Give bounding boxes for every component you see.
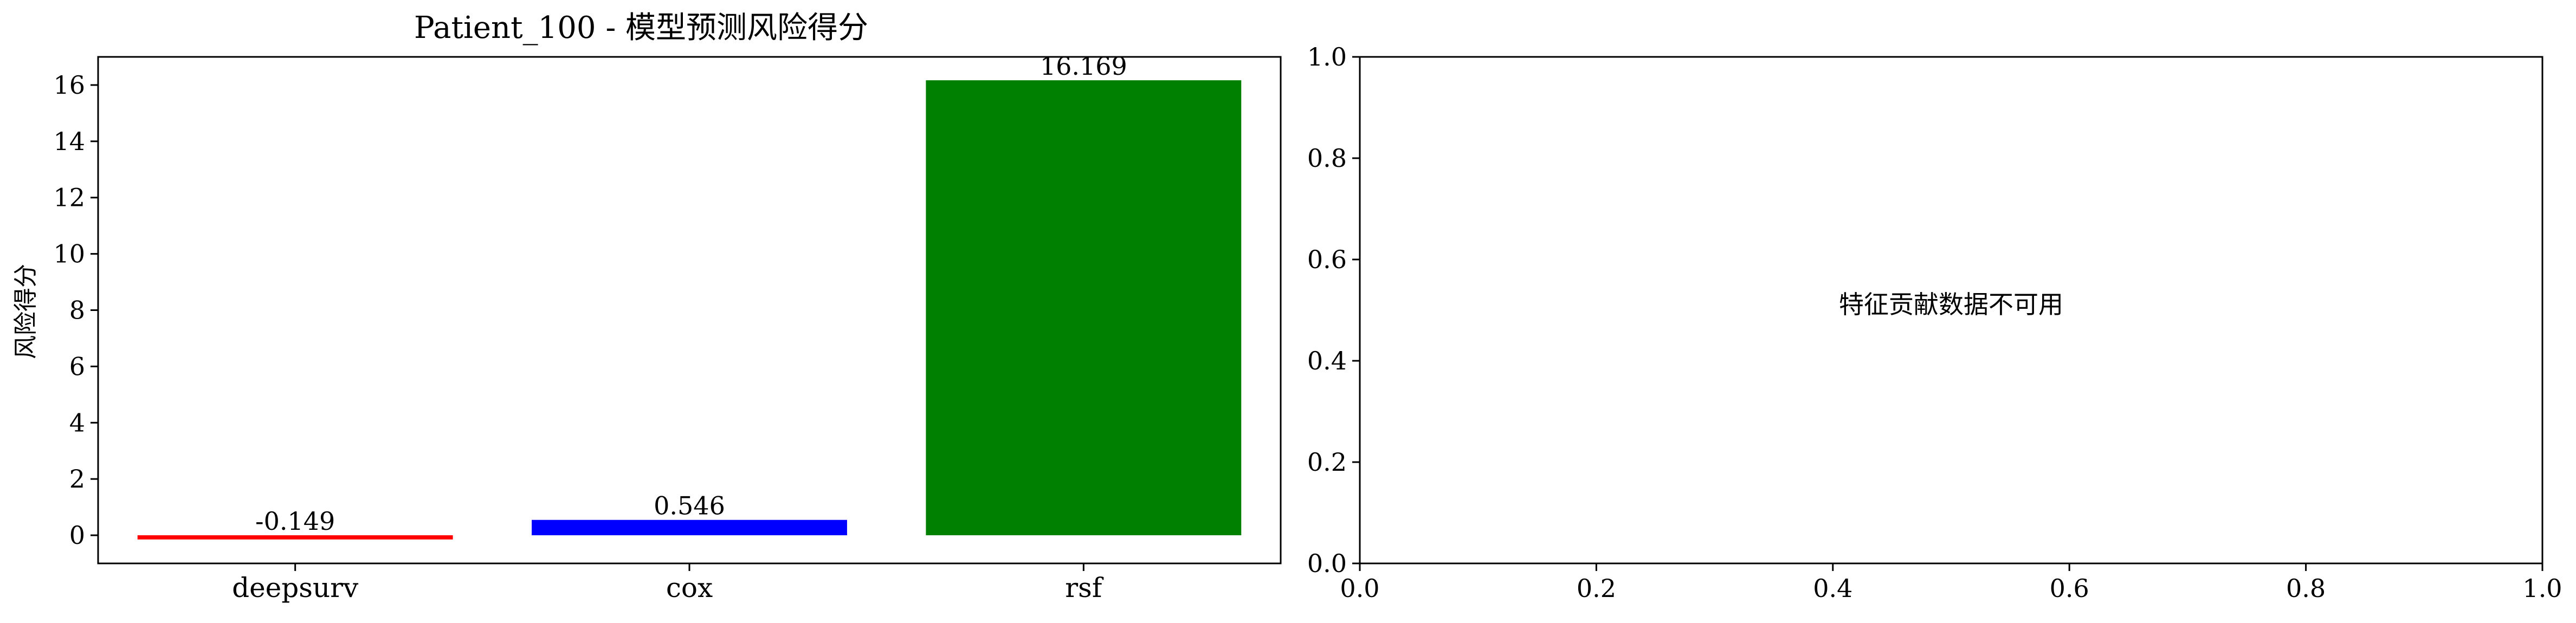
x-tick-label: 0.0	[1340, 574, 1379, 603]
y-tick-label: 6	[69, 352, 85, 381]
y-tick-label: 14	[53, 127, 85, 156]
y-tick-label: 0.0	[1307, 549, 1347, 578]
y-axis-ticks: 0.0 0.2 0.4 0.6 0.8 1.0	[1307, 42, 1360, 578]
x-axis-ticks: 0.0 0.2 0.4 0.6 0.8 1.0	[1340, 563, 2562, 603]
x-tick-label: rsf	[1065, 572, 1104, 603]
bar-value-labels: -0.149 0.546 16.169	[255, 51, 1127, 536]
x-tick-label: 1.0	[2522, 574, 2562, 603]
bar-deepsurv	[137, 535, 453, 540]
x-tick-label: 0.6	[2050, 574, 2089, 603]
y-tick-label: 16	[53, 70, 85, 100]
y-tick-label: 12	[53, 183, 85, 212]
bar-cox	[532, 520, 847, 536]
y-tick-label: 0.6	[1307, 245, 1347, 274]
x-tick-label: cox	[666, 572, 713, 603]
bars	[137, 80, 1242, 540]
bar-value-label: 0.546	[654, 491, 725, 521]
bar-value-label: 16.169	[1040, 51, 1127, 81]
y-tick-label: 4	[69, 408, 85, 437]
x-tick-label: 0.8	[2286, 574, 2326, 603]
bar-value-label: -0.149	[255, 507, 335, 536]
y-tick-label: 0.2	[1307, 447, 1347, 477]
bar-rsf	[926, 80, 1242, 536]
y-tick-label: 0.4	[1307, 346, 1347, 375]
y-tick-label: 0.8	[1307, 144, 1347, 173]
x-axis-ticks: deepsurv cox rsf	[232, 563, 1104, 603]
plot-frame	[97, 56, 1282, 564]
no-data-message: 特征贡献数据不可用	[1839, 290, 2063, 319]
y-tick-label: 2	[69, 464, 85, 494]
plot-frame	[1359, 56, 2543, 564]
y-axis-ticks: 0 2 4 6 8 10 12 14 16	[53, 70, 98, 550]
x-tick-label: 0.4	[1813, 574, 1852, 603]
x-tick-label: 0.2	[1577, 574, 1616, 603]
feature-contribution-chart: 0.0 0.2 0.4 0.6 0.8 1.0 0.0 0.2 0.4 0.6 0.8 1.0 特征…	[1307, 42, 2562, 603]
x-tick-label: deepsurv	[232, 572, 359, 603]
y-axis-label: 风险得分	[12, 264, 40, 359]
risk-score-bar-chart: Patient_100 - 模型预测风险得分 风险得分 0 2 4 6 8 10 12 14 1…	[12, 10, 1282, 603]
y-tick-label: 0	[69, 521, 85, 550]
y-tick-label: 8	[69, 296, 85, 325]
chart-title: Patient_100 - 模型预测风险得分	[414, 10, 868, 46]
y-tick-label: 1.0	[1307, 42, 1347, 72]
y-tick-label: 10	[53, 239, 85, 269]
